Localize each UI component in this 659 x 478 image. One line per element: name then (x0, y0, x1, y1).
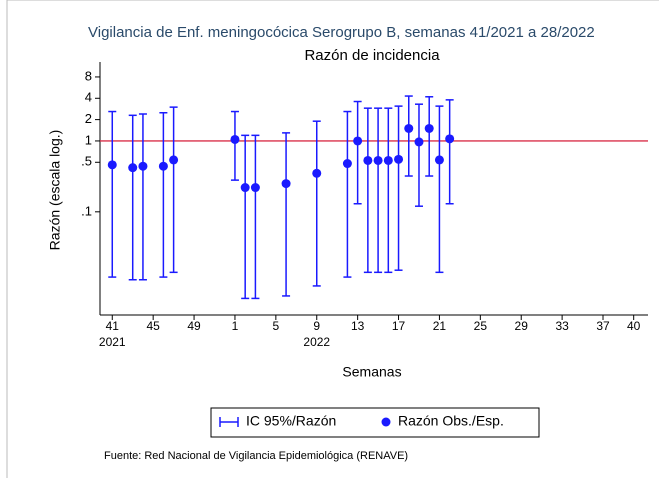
x-year-label: 2022 (303, 335, 330, 349)
legend-point-icon (381, 417, 391, 427)
x-tick-label: 40 (627, 319, 641, 333)
chart-subtitle: Razón de incidencia (304, 47, 440, 64)
point (383, 155, 393, 165)
legend-label: Razón Obs./Esp. (398, 413, 504, 429)
point (424, 123, 434, 133)
y-tick-label: 4 (85, 90, 92, 105)
x-tick-label: 9 (313, 319, 320, 333)
x-tick-label: 5 (273, 319, 280, 333)
point (230, 134, 240, 144)
x-tick-label: 21 (433, 319, 447, 333)
point (128, 163, 138, 173)
x-tick-label: 37 (596, 319, 610, 333)
x-tick-label: 1 (232, 319, 239, 333)
point (394, 154, 404, 164)
y-axis-label: Razón (escala log.) (47, 130, 63, 251)
chart-title: Vigilancia de Enf. meningocócica Serogru… (88, 24, 595, 41)
legend (210, 407, 540, 438)
x-tick-label: 45 (146, 319, 160, 333)
point (363, 155, 373, 165)
frame (6, 0, 659, 478)
x-tick-label: 17 (392, 319, 406, 333)
point (158, 161, 168, 171)
x-axis-label: Semanas (342, 364, 401, 380)
x-tick-label: 33 (555, 319, 569, 333)
point (169, 155, 179, 165)
point (434, 155, 444, 165)
y-tick-label: .1 (81, 203, 92, 218)
y-tick-label: .5 (81, 154, 92, 169)
point (373, 155, 383, 165)
source-note: Fuente: Red Nacional de Vigilancia Epide… (104, 450, 408, 462)
point (353, 136, 363, 146)
x-tick-label: 29 (515, 319, 529, 333)
point (312, 168, 322, 178)
y-tick-label: 2 (85, 111, 92, 126)
y-tick-label: 1 (85, 132, 92, 147)
point (414, 137, 424, 147)
point (250, 183, 260, 193)
point (404, 123, 414, 133)
point (281, 179, 291, 189)
point (445, 134, 455, 144)
legend-label: IC 95%/Razón (246, 413, 336, 429)
point (342, 159, 352, 169)
x-tick-label: 25 (474, 319, 488, 333)
x-year-label: 2021 (99, 335, 126, 349)
point (138, 161, 148, 171)
point (107, 160, 117, 170)
x-tick-label: 13 (351, 319, 365, 333)
x-tick-label: 41 (106, 319, 120, 333)
x-tick-label: 49 (187, 319, 201, 333)
point (240, 183, 250, 193)
y-tick-label: 8 (85, 68, 92, 83)
